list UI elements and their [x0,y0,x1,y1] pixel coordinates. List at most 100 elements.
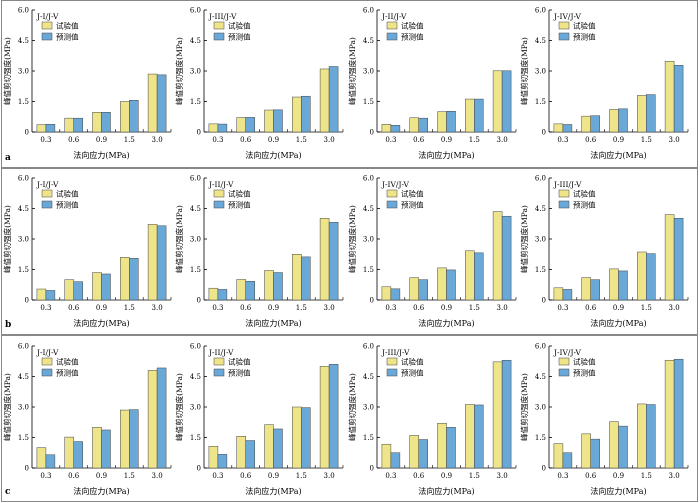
r2c1-legend-swatch-predicted [213,368,225,377]
r1c3-legend-label-predicted: 预测值 [573,200,596,210]
r1c1-legend-label-predicted: 预测值 [228,200,251,210]
r2c0-bar-measured [147,370,158,469]
r1c0-bar-predicted [73,281,83,301]
r0c3-legend-label-measured: 试验值 [573,21,596,31]
r0c0-bar-predicted [101,112,111,133]
r2c0-legend-swatch-predicted [41,368,53,377]
r1c2-y-tick-label: 0 [370,297,374,305]
r2c2-x-tick-label: 0.9 [441,472,452,480]
r0c0-x-axis-title: 法向应力(MPa) [73,150,129,160]
r0c1-bar-measured [319,68,330,133]
r1c3-x-axis-title: 法向应力(MPa) [590,318,646,328]
r1c3-x-tick-label: 0.3 [557,304,568,312]
r2c1-x-tick-label: 3.0 [324,472,335,480]
r0c1-legend-label-predicted: 预测值 [228,32,251,42]
r0c3-x-tick-label: 3.0 [669,136,680,144]
r2c1-legend-label-measured: 试验值 [228,357,251,367]
r2c0-y-axis-title: 峰值剪切强度(MPa) [2,373,12,441]
r1c2-bar-measured [409,277,419,301]
r1c3-panel-label: J-III/J-V [553,180,582,189]
r2c0-y-tick-label: 3.0 [18,404,29,412]
r0c2-x-axis-title: 法向应力(MPa) [418,150,474,160]
r0c3-bar-predicted [646,94,656,133]
r1c0-y-tick-label: 0 [25,297,29,305]
r1c2-y-tick-label: 6.0 [363,175,374,183]
r0c0-y-tick-label: 1.5 [18,98,29,106]
r2c2-legend-swatch-measured [386,357,398,366]
r0c2-legend-label-predicted: 预测值 [401,32,424,42]
r2c0-x-tick-label: 1.5 [124,472,135,480]
r1c1-bar-predicted [217,289,228,301]
r0c0-legend-label-measured: 试验值 [56,21,79,31]
r0c3-y-tick-label: 6.0 [535,7,546,15]
r2c2-x-axis-title: 法向应力(MPa) [418,486,474,496]
r1c2-bar-predicted [474,252,484,301]
r1c0-y-tick-label: 4.5 [18,205,29,213]
r2c0-bar-predicted [73,441,83,469]
r2c3-bar-measured [637,403,647,469]
r2c1-x-tick-label: 0.6 [240,472,252,480]
r0c3-bar-predicted [590,115,600,133]
r2c1-x-tick-label: 0.3 [212,472,223,480]
r2c3-x-tick-label: 0.3 [557,472,568,480]
r2c2-legend-label-predicted: 预测值 [401,368,424,378]
r1c3-bar-measured [553,287,564,301]
r2c1-bar-measured [292,406,302,469]
r2c2-y-tick-label: 3.0 [363,404,374,412]
r1c2-bar-measured [437,267,447,301]
r0c1-bar-predicted [328,66,339,133]
r2c0-x-tick-label: 0.9 [96,472,107,480]
r2c3-x-tick-label: 1.5 [641,472,652,480]
r0c2-bar-measured [409,117,419,133]
r0c1-bar-measured [208,123,219,133]
r2c2-y-tick-label: 6.0 [363,343,374,351]
row-label-c: c [5,487,11,497]
r2c1-x-tick-label: 0.9 [268,472,279,480]
r1c2-x-tick-label: 0.3 [385,304,396,312]
r0c1-bar-measured [292,96,302,133]
r1c3-legend-swatch-predicted [558,200,570,209]
r1c1-bar-measured [292,254,302,301]
r0c3-bar-predicted [618,108,628,133]
r1c2-x-tick-label: 0.6 [413,304,425,312]
r1c2-bar-predicted [501,215,512,301]
r1c0-x-tick-label: 3.0 [152,304,163,312]
r1c2-x-tick-label: 1.5 [469,304,480,312]
r2c0-bar-measured [64,436,74,469]
r2c3-x-tick-label: 0.6 [585,472,597,480]
r0c1-legend-swatch-predicted [213,32,225,41]
r2c2-bar-predicted [390,452,401,469]
r2c2-x-tick-label: 0.3 [385,472,396,480]
r2c2-bar-predicted [418,439,428,469]
r1c1-y-tick-label: 4.5 [190,205,201,213]
r1c0-x-tick-label: 0.3 [40,304,51,312]
r1c3-bar-predicted [618,270,628,301]
r1c1-y-tick-label: 3.0 [190,236,201,244]
r2c1-bar-measured [236,436,246,469]
r1c1-y-tick-label: 6.0 [190,175,201,183]
r1c0-bar-measured [64,279,74,301]
r2c1-legend-label-predicted: 预测值 [228,368,251,378]
r0c2-bar-predicted [474,98,484,133]
r1c3-x-tick-label: 0.6 [585,304,597,312]
r1c3-x-tick-label: 1.5 [641,304,652,312]
r1c1-y-tick-label: 1.5 [190,266,201,274]
r0c0-y-tick-label: 0 [25,129,29,137]
r1c3-legend-swatch-measured [558,189,570,198]
r1c1-x-tick-label: 1.5 [296,304,307,312]
r0c3-bar-measured [664,60,675,133]
r2c0-bar-predicted [156,367,167,469]
r0c0-y-tick-label: 6.0 [18,7,29,15]
r2c2-y-tick-label: 0 [370,465,374,473]
r1c2-y-axis-title: 峰值剪切强度(MPa) [347,205,357,273]
r1c1-bar-measured [264,270,274,301]
r0c2-x-tick-label: 0.6 [413,136,425,144]
r2c0-y-tick-label: 4.5 [18,373,29,381]
r1c0-x-tick-label: 1.5 [124,304,135,312]
r2c0-bar-measured [120,409,130,469]
r1c1-bar-measured [319,218,330,301]
r2c0-y-tick-label: 6.0 [18,343,29,351]
r0c0-bar-measured [92,112,102,133]
r2c0-x-tick-label: 3.0 [152,472,163,480]
